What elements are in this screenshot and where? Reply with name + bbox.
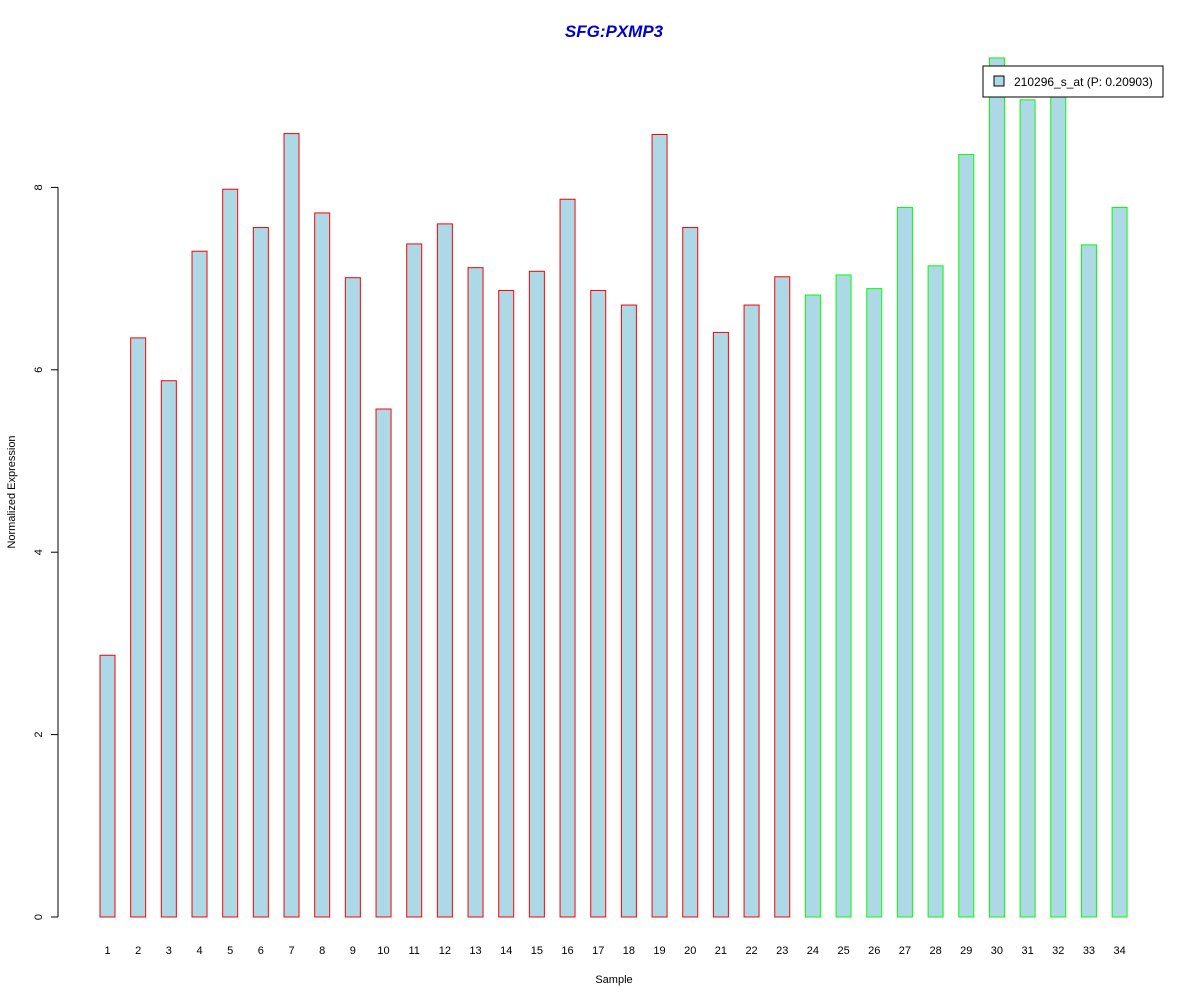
bar-sample-14 [498,289,515,918]
x-tick-label: 20 [684,945,696,957]
bar-sample-25 [835,274,852,918]
bar-sample-27 [896,206,913,918]
bar-sample-20 [682,227,699,918]
y-tick-label: 4 [33,549,45,555]
bar-sample-15 [528,270,545,918]
x-tick-label: 34 [1113,945,1125,957]
x-tick-label: 12 [439,945,451,957]
bar-sample-29 [958,154,975,918]
bar-sample-4 [191,250,208,918]
x-tick-label: 7 [288,945,294,957]
bar-sample-11 [406,243,423,918]
x-tick-label: 27 [899,945,911,957]
x-tick-label: 8 [319,945,325,957]
bar-sample-3 [160,380,177,918]
x-tick-label: 26 [868,945,880,957]
bar-sample-12 [436,223,453,918]
bar-sample-31 [1019,99,1036,918]
x-tick-label: 23 [776,945,788,957]
x-tick-label: 13 [469,945,481,957]
bar-sample-21 [712,331,729,918]
x-tick-label: 22 [745,945,757,957]
x-tick-label: 25 [837,945,849,957]
y-axis: 0 2 4 6 8 [33,184,59,920]
x-tick-label: 3 [166,945,172,957]
bar-sample-34 [1111,206,1128,918]
x-tick-label: 14 [500,945,512,957]
bar-sample-17 [590,289,607,918]
x-tick-label: 15 [531,945,543,957]
x-tick-label: 31 [1021,945,1033,957]
x-tick-label: 32 [1052,945,1064,957]
x-tick-label: 11 [408,945,419,957]
bar-sample-28 [927,265,944,918]
bar-sample-30 [988,57,1005,918]
x-tick-label: 6 [258,945,264,957]
x-tick-label: 16 [561,945,573,957]
y-tick-label: 0 [33,914,45,920]
x-tick-label: 1 [104,945,110,957]
legend-label: 210296_s_at (P: 0.20903) [1014,75,1153,89]
x-tick-label: 28 [929,945,941,957]
x-tick-label: 30 [991,945,1003,957]
x-tick-label: 5 [227,945,233,957]
y-axis-label: Normalized Expression [6,435,18,548]
x-tick-label: 29 [960,945,972,957]
bar-sample-10 [375,408,392,918]
bars [99,57,1128,918]
x-tick-label: 10 [377,945,389,957]
bar-sample-22 [743,304,760,918]
x-tick-label: 2 [135,945,141,957]
bar-sample-18 [620,304,637,918]
bar-sample-9 [344,277,361,918]
y-tick-label: 2 [33,732,45,738]
bar-sample-33 [1080,244,1097,918]
legend-box [982,65,1164,98]
x-tick-label: 4 [196,945,202,957]
bar-sample-32 [1050,86,1067,918]
x-tick-label: 24 [807,945,819,957]
bar-sample-1 [99,654,116,918]
x-tick-label: 21 [715,945,727,957]
x-tick-label: 17 [592,945,604,957]
chart-title: SFG:PXMP3 [565,22,664,41]
legend-swatch [993,75,1005,87]
x-tick-label: 19 [653,945,665,957]
bar-sample-6 [252,227,269,918]
x-tick-label: 18 [623,945,635,957]
bar-sample-16 [559,198,576,918]
x-axis-label: Sample [595,974,632,986]
bar-sample-26 [866,288,883,918]
bar-sample-8 [314,212,331,918]
y-tick-label: 8 [33,184,45,190]
y-tick-label: 6 [33,367,45,373]
bar-sample-13 [467,267,484,918]
bar-sample-19 [651,134,668,918]
bar-sample-24 [804,294,821,918]
bar-sample-5 [222,188,239,918]
bar-sample-2 [130,337,147,918]
bar-sample-7 [283,133,300,918]
legend: 210296_s_at (P: 0.20903) [982,65,1164,98]
x-tick-label: 9 [350,945,356,957]
x-tick-labels: 1 2 3 4 5 6 7 8 9 10 11 12 13 14 15 16 17 18 19 20 21 22 23 24 2… [104,945,1125,957]
x-tick-label: 33 [1083,945,1095,957]
bar-sample-23 [774,276,791,918]
